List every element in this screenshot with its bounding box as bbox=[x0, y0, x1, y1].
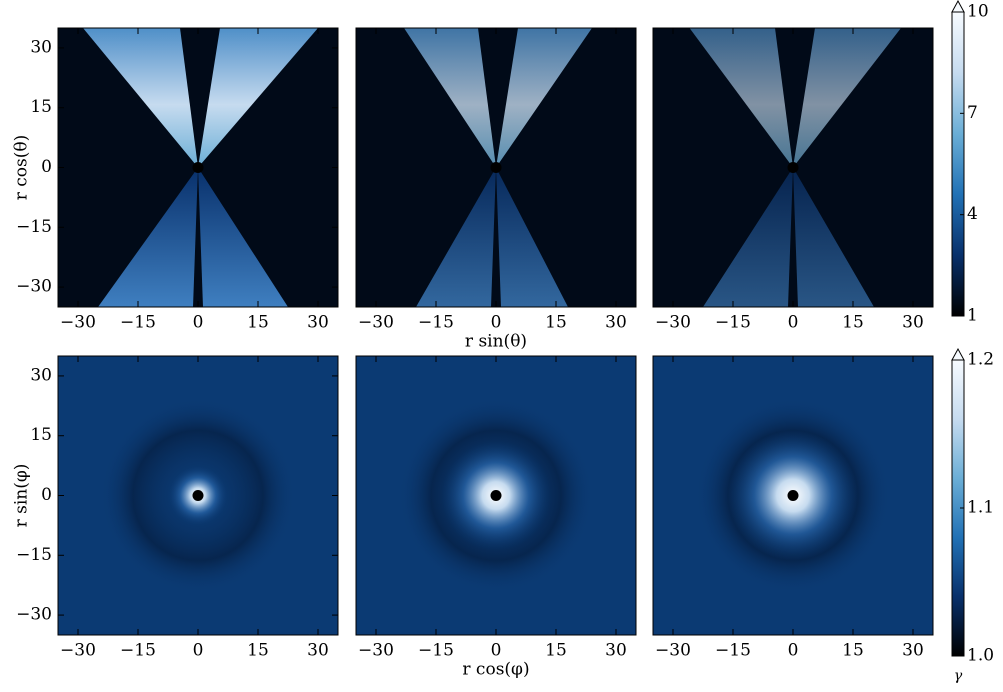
x-axis-label: r sin(θ) bbox=[465, 332, 527, 352]
x-tick-label: 0 bbox=[491, 641, 502, 661]
central-object bbox=[192, 162, 204, 173]
x-axis-label: r cos(φ) bbox=[462, 660, 529, 680]
jet bbox=[404, 28, 496, 168]
x-tick-label: 15 bbox=[842, 641, 864, 661]
x-tick-label: −15 bbox=[715, 641, 751, 661]
colorbar-tick-label: 1 bbox=[967, 306, 978, 326]
colorbar-tick-label: 10 bbox=[967, 2, 989, 22]
x-tick-label: −15 bbox=[418, 313, 454, 333]
x-tick-label: −30 bbox=[60, 641, 96, 661]
x-tick-label: 30 bbox=[307, 313, 329, 333]
y-tick-label: 30 bbox=[30, 365, 52, 385]
x-tick-label: −30 bbox=[655, 313, 691, 333]
y-tick-label: −30 bbox=[16, 277, 52, 297]
heatmap-image bbox=[356, 28, 636, 307]
y-tick-label: 15 bbox=[30, 425, 52, 445]
heatmap-image bbox=[356, 356, 636, 635]
colorbar-tick-label: 1.2 bbox=[967, 350, 994, 370]
colorbar bbox=[951, 11, 965, 317]
x-tick-label: 0 bbox=[788, 641, 799, 661]
y-tick-label: −15 bbox=[16, 545, 52, 565]
central-object bbox=[192, 490, 204, 501]
y-tick-label: 15 bbox=[30, 97, 52, 117]
x-tick-label: 30 bbox=[307, 641, 329, 661]
central-object bbox=[787, 490, 799, 501]
x-tick-label: −15 bbox=[715, 313, 751, 333]
jet bbox=[98, 167, 198, 307]
x-tick-label: −30 bbox=[655, 641, 691, 661]
central-object bbox=[490, 162, 502, 173]
x-tick-label: −30 bbox=[358, 641, 394, 661]
heatmap-image bbox=[58, 356, 338, 635]
colorbar-label: γ bbox=[954, 668, 963, 684]
x-tick-label: −30 bbox=[60, 313, 96, 333]
x-tick-label: 15 bbox=[247, 641, 269, 661]
colorbar-tick-label: 1.0 bbox=[967, 646, 994, 666]
x-tick-label: 15 bbox=[545, 641, 567, 661]
central-object bbox=[490, 490, 502, 501]
jet bbox=[703, 167, 793, 307]
jet bbox=[416, 167, 496, 307]
colorbar-extension bbox=[951, 0, 965, 13]
x-tick-label: 15 bbox=[247, 313, 269, 333]
x-tick-label: −30 bbox=[358, 313, 394, 333]
y-tick-label: 0 bbox=[41, 485, 52, 505]
y-tick-label: 0 bbox=[41, 157, 52, 177]
jet bbox=[198, 28, 318, 168]
x-tick-label: 0 bbox=[491, 313, 502, 333]
colorbar-tick-label: 1.1 bbox=[967, 498, 994, 518]
central-object bbox=[787, 162, 799, 173]
x-tick-label: 30 bbox=[605, 641, 627, 661]
x-tick-label: 15 bbox=[545, 313, 567, 333]
heatmap-image bbox=[653, 28, 933, 307]
jet bbox=[689, 28, 793, 168]
jet bbox=[793, 28, 901, 168]
heatmap-image bbox=[58, 28, 338, 307]
jet bbox=[496, 167, 568, 307]
x-tick-label: −15 bbox=[418, 641, 454, 661]
jet bbox=[496, 28, 592, 168]
y-axis-label: r cos(θ) bbox=[12, 135, 32, 201]
x-tick-label: 0 bbox=[193, 313, 204, 333]
y-tick-label: 30 bbox=[30, 37, 52, 57]
jet bbox=[83, 28, 198, 168]
x-tick-label: −15 bbox=[120, 641, 156, 661]
colorbar-extension bbox=[951, 347, 965, 361]
y-tick-label: −15 bbox=[16, 217, 52, 237]
colorbar-tick-label: 4 bbox=[967, 204, 978, 224]
x-tick-label: 0 bbox=[193, 641, 204, 661]
heatmap-image bbox=[653, 356, 933, 635]
x-tick-label: 15 bbox=[842, 313, 864, 333]
jet bbox=[198, 167, 288, 307]
y-tick-label: −30 bbox=[16, 605, 52, 625]
x-tick-label: 30 bbox=[902, 641, 924, 661]
colorbar-tick-label: 7 bbox=[967, 103, 978, 123]
x-tick-label: 0 bbox=[788, 313, 799, 333]
jet bbox=[793, 167, 874, 307]
y-axis-label: r sin(φ) bbox=[12, 464, 32, 528]
x-tick-label: −15 bbox=[120, 313, 156, 333]
x-tick-label: 30 bbox=[902, 313, 924, 333]
x-tick-label: 30 bbox=[605, 313, 627, 333]
